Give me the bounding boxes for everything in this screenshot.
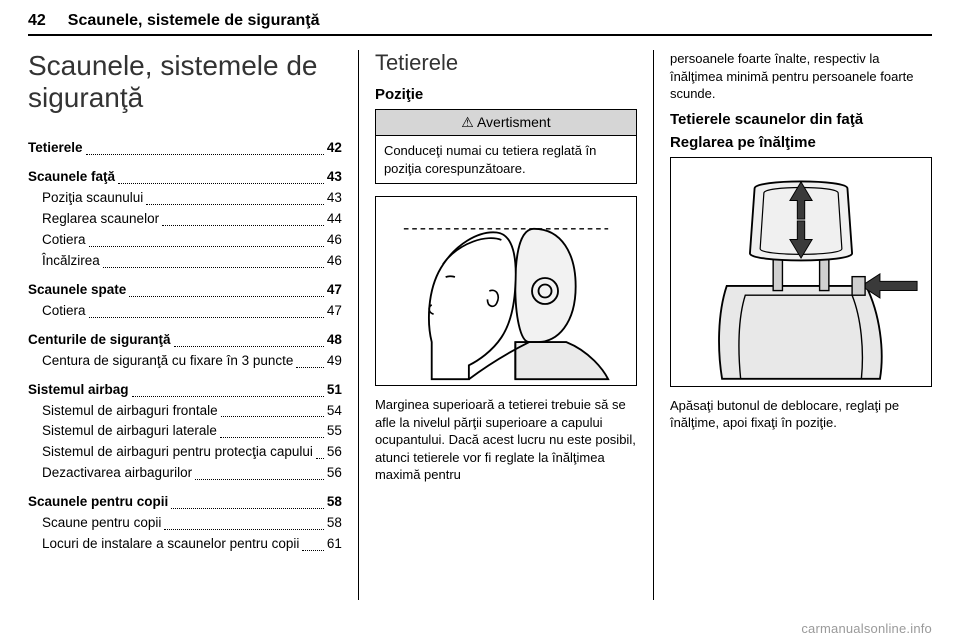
toc-row: Dezactivarea airbagurilor 56 [28,463,342,484]
watermark: carmanualsonline.info [801,621,932,636]
toc-page: 56 [327,442,342,463]
toc-label: Locuri de instalare a scaunelor pentru c… [42,534,299,555]
toc-page: 47 [327,301,342,322]
warning-head: ⚠ Avertisment [376,110,636,136]
toc-label: Reglarea scaunelor [42,209,159,230]
toc-page: 61 [327,534,342,555]
toc-row: Sistemul de airbaguri pentru protecţia c… [28,442,342,463]
toc-page: 43 [327,188,342,209]
toc-page: 58 [327,513,342,534]
toc-page: 58 [327,492,342,513]
toc-row: Sistemul airbag 51 [28,380,342,401]
toc-dots [129,296,324,297]
figure-headrest-adjust [670,157,932,387]
figure-head-profile [375,196,637,386]
toc-page: 44 [327,209,342,230]
toc-page: 55 [327,421,342,442]
column-left: Scaunele, sistemele de siguranţă Tetiere… [28,50,359,600]
table-of-contents: Tetierele42Scaunele faţă43Poziţia scaunu… [28,138,342,555]
toc-dots [89,317,324,318]
toc-label: Centurile de siguranţă [28,330,171,351]
toc-dots [174,346,324,347]
toc-label: Scaune pentru copii [42,513,161,534]
toc-row: Poziţia scaunului 43 [28,188,342,209]
toc-label: Scaunele faţă [28,167,115,188]
toc-row: Scaunele spate 47 [28,280,342,301]
columns: Scaunele, sistemele de siguranţă Tetiere… [28,50,932,600]
column-middle: Tetierele Poziţie ⚠ Avertisment Conduceţ… [359,50,654,600]
toc-dots [220,437,324,438]
section-heading: Tetierele [375,50,637,76]
toc-label: Scaunele pentru copii [28,492,168,513]
toc-row: Scaunele faţă 43 [28,167,342,188]
toc-label: Scaunele spate [28,280,126,301]
toc-label: Sistemul airbag [28,380,129,401]
toc-label: Cotiera [42,230,86,251]
toc-row: Centura de siguranţă cu fixare în 3 punc… [28,351,342,372]
toc-row: Scaune pentru copii 58 [28,513,342,534]
toc-label: Încălzirea [42,251,100,272]
toc-row: Cotiera 46 [28,230,342,251]
running-title: Scaunele, sistemele de siguranţă [68,12,320,30]
toc-dots [221,416,324,417]
toc-page: 46 [327,251,342,272]
toc-label: Tetierele [28,138,83,159]
warning-head-text: Avertisment [477,114,551,130]
toc-row: Sistemul de airbaguri laterale 55 [28,421,342,442]
warning-body: Conduceţi numai cu tetiera reglată în po… [376,136,636,183]
toc-dots [195,479,324,480]
paragraph: Apăsaţi butonul de deblocare, reglaţi pe… [670,397,932,432]
toc-label: Sistemul de airbaguri frontale [42,401,218,422]
toc-row: Scaunele pentru copii 58 [28,492,342,513]
toc-page: 48 [327,330,342,351]
toc-dots [146,204,324,205]
toc-dots [118,183,324,184]
toc-page: 54 [327,401,342,422]
toc-page: 47 [327,280,342,301]
toc-row: Cotiera 47 [28,301,342,322]
toc-row: Reglarea scaunelor 44 [28,209,342,230]
page-header: 42 Scaunele, sistemele de siguranţă [28,12,932,36]
subheading-front-headrests: Tetierele scaunelor din faţă [670,111,932,128]
toc-page: 56 [327,463,342,484]
toc-dots [296,367,324,368]
toc-row: Centurile de siguranţă 48 [28,330,342,351]
toc-row: Sistemul de airbaguri frontale 54 [28,401,342,422]
toc-page: 49 [327,351,342,372]
toc-dots [316,458,324,459]
toc-label: Sistemul de airbaguri laterale [42,421,217,442]
paragraph: Marginea superioară a tetierei trebuie s… [375,396,637,484]
toc-row: Tetierele 42 [28,138,342,159]
toc-dots [103,267,324,268]
subheading-position: Poziţie [375,86,637,103]
toc-label: Cotiera [42,301,86,322]
toc-dots [302,550,324,551]
toc-label: Centura de siguranţă cu fixare în 3 punc… [42,351,293,372]
toc-label: Poziţia scaunului [42,188,143,209]
toc-page: 43 [327,167,342,188]
toc-row: Încălzirea 46 [28,251,342,272]
page-number: 42 [28,12,46,30]
toc-page: 51 [327,380,342,401]
toc-label: Dezactivarea airbagurilor [42,463,192,484]
warning-box: ⚠ Avertisment Conduceţi numai cu tetiera… [375,109,637,184]
toc-dots [89,246,324,247]
warning-triangle-icon: ⚠ [461,114,474,130]
manual-page: 42 Scaunele, sistemele de siguranţă Scau… [0,0,960,642]
toc-page: 42 [327,138,342,159]
chapter-title: Scaunele, sistemele de siguranţă [28,50,342,114]
header-row: 42 Scaunele, sistemele de siguranţă [28,12,932,30]
toc-row: Locuri de instalare a scaunelor pentru c… [28,534,342,555]
toc-dots [132,396,324,397]
toc-dots [86,154,324,155]
column-right: persoanele foarte înalte, respectiv la î… [654,50,932,600]
toc-label: Sistemul de airbaguri pentru protecţia c… [42,442,313,463]
subheading-height-adjust: Reglarea pe înălţime [670,134,932,151]
paragraph-continuation: persoanele foarte înalte, respectiv la î… [670,50,932,103]
toc-dots [164,529,324,530]
toc-dots [162,225,324,226]
toc-page: 46 [327,230,342,251]
toc-dots [171,508,324,509]
